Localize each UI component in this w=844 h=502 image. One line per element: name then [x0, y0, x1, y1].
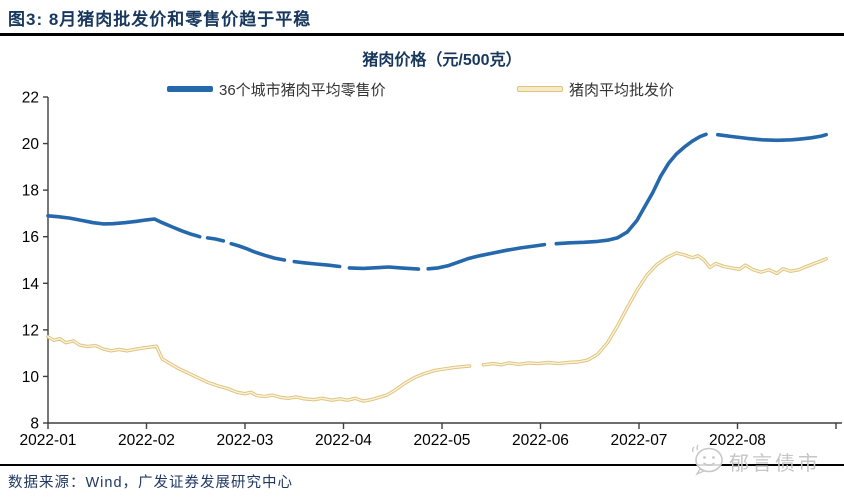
y-tick-label: 18: [22, 183, 39, 200]
x-tick-label: 2022-01: [20, 432, 77, 449]
x-tick-label: 2022-07: [611, 432, 668, 449]
y-tick-label: 12: [22, 322, 39, 339]
wholesale-price-line-inner: [47, 336, 471, 402]
watermark-text: 郁言债市: [729, 452, 821, 475]
x-tick-label: 2022-02: [118, 432, 175, 449]
x-tick-label: 2022-06: [512, 432, 569, 449]
y-tick-label: 16: [22, 229, 39, 246]
retail-price-line: [716, 132, 828, 143]
wholesale-price-line: [481, 251, 828, 367]
legend-item-wholesale: 猪肉平均批发价: [517, 80, 675, 99]
retail-line-swatch: [167, 86, 213, 92]
legend-item-retail: 36个城市猪肉平均零售价: [167, 80, 386, 99]
y-tick-label: 10: [22, 369, 40, 386]
wholesale-price-line-inner: [482, 252, 827, 366]
wholesale-line-swatch: [517, 86, 563, 92]
retail-price-line: [229, 241, 287, 262]
wholesale-price-line: [46, 335, 472, 403]
legend-label-wholesale: 猪肉平均批发价: [569, 81, 675, 99]
axes: [47, 97, 842, 424]
retail-price-line: [292, 259, 342, 269]
figure-title: 图3: 8月猪肉批发价和零售价趋于平稳: [8, 10, 312, 29]
x-tick-label: 2022-03: [217, 432, 274, 449]
retail-price-line: [554, 132, 708, 246]
chart-title: 猪肉价格（元/500克）: [362, 52, 522, 69]
x-tick-label: 2022-08: [709, 432, 766, 449]
x-tick-label: 2022-05: [414, 432, 471, 449]
y-tick-label: 14: [22, 276, 40, 293]
y-tick-label: 8: [30, 416, 39, 433]
legend-label-retail: 36个城市猪肉平均零售价: [219, 81, 386, 99]
bottom-divider: [0, 464, 844, 466]
data-source: 数据来源：Wind，广发证券发展研究中心: [8, 475, 294, 491]
brand-watermark: 郁言债市: [690, 443, 821, 479]
x-tick-label: 2022-04: [315, 432, 372, 449]
y-tick-label: 22: [22, 90, 39, 107]
y-tick-label: 20: [22, 136, 40, 153]
wechat-bubble-icon: [691, 444, 723, 476]
retail-price-line: [205, 236, 226, 243]
retail-price-line: [347, 265, 421, 271]
retail-price-line: [426, 242, 547, 271]
retail-price-line: [46, 214, 202, 239]
top-divider: [0, 33, 844, 36]
